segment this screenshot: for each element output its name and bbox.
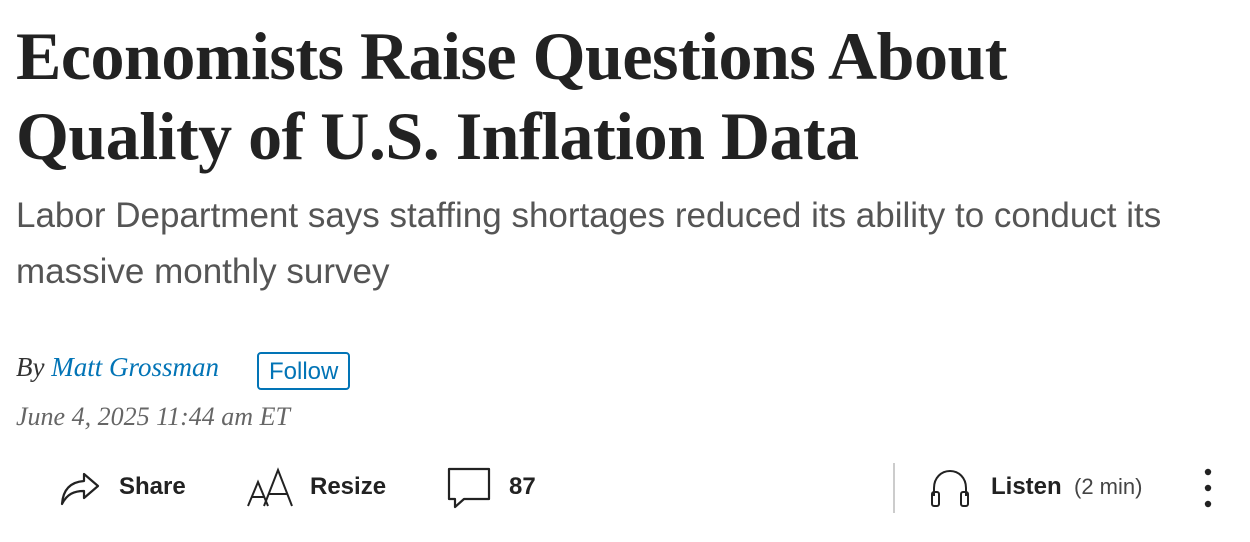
headphones-icon[interactable] <box>928 466 972 510</box>
dek: Labor Department says staffing shortages… <box>16 196 1162 291</box>
headline: Economists Raise Questions About Quality… <box>16 18 1007 174</box>
follow-button[interactable]: Follow <box>257 352 351 390</box>
resize-button[interactable]: Resize <box>310 473 387 500</box>
divider <box>893 463 895 513</box>
timestamp: June 4, 2025 11:44 am ET <box>16 402 290 431</box>
resize-icon[interactable] <box>246 466 294 510</box>
more-menu[interactable] <box>1198 466 1218 510</box>
author-link[interactable]: Matt Grossman <box>51 352 219 382</box>
share-icon[interactable] <box>58 468 102 508</box>
listen-button[interactable]: Listen <box>991 473 1062 500</box>
share-button[interactable]: Share <box>119 473 186 500</box>
byline: By Matt Grossman <box>16 352 219 383</box>
comment-count[interactable]: 87 <box>509 473 536 500</box>
listen-duration: (2 min) <box>1074 474 1143 499</box>
comment-icon[interactable] <box>446 466 492 510</box>
byline-prefix: By <box>16 352 45 382</box>
